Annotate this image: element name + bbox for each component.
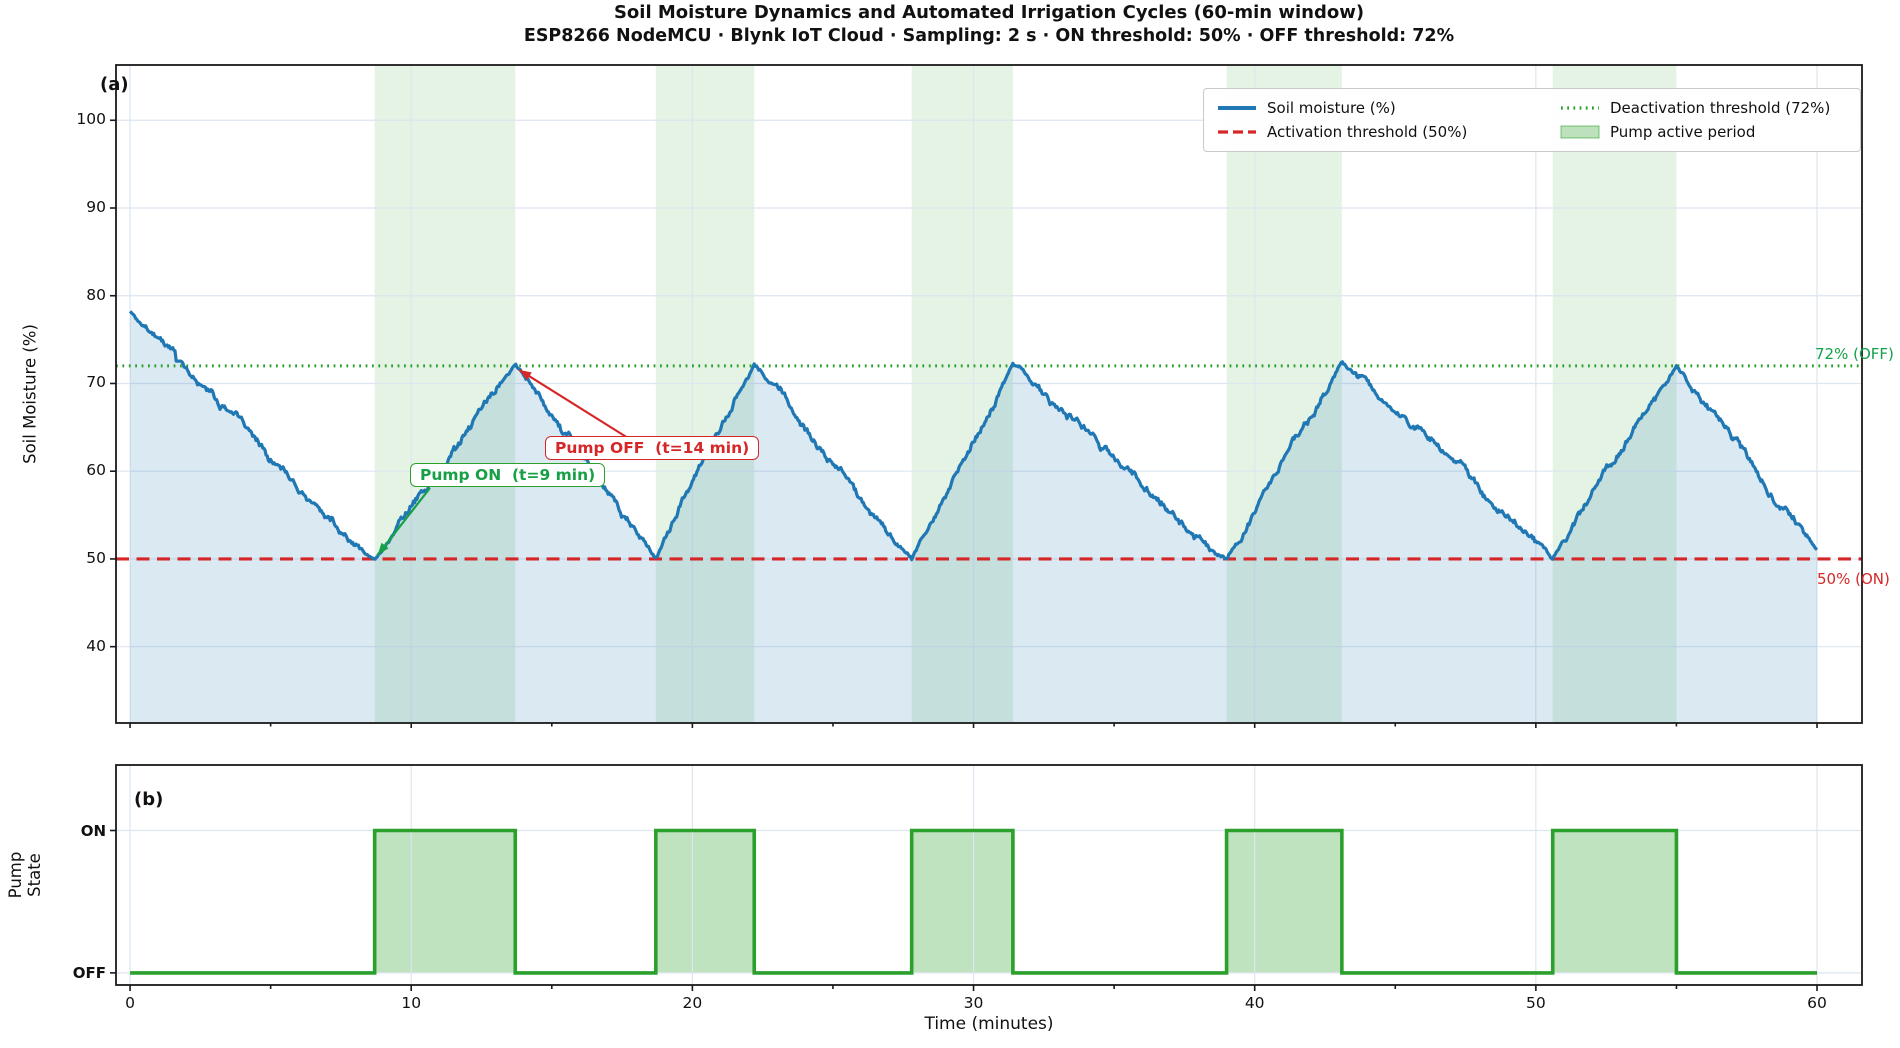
annotation-arrowhead [377, 542, 389, 555]
legend-label: Deactivation threshold (72%) [1610, 99, 1831, 117]
annotation-pump-on: Pump ON (t=9 min) [410, 463, 606, 487]
x-tick-label: 10 [401, 994, 422, 1012]
chart-subtitle: ESP8266 NodeMCU · Blynk IoT Cloud · Samp… [523, 26, 1455, 46]
x-axis-label: Time (minutes) [924, 1014, 1054, 1034]
pump-on-fill [911, 830, 1013, 973]
y-tick-label: 60 [86, 461, 106, 480]
pump-active-band [1552, 65, 1677, 723]
pump-state-line [130, 828, 1818, 975]
pump-active-band [911, 65, 1013, 723]
legend-label: Soil moisture (%) [1267, 99, 1396, 117]
y-tick-label: 100 [76, 110, 106, 129]
legend-swatch-patch-green [1560, 125, 1600, 139]
y-tick-label: 90 [86, 198, 106, 216]
panel-b-spines [115, 764, 1863, 986]
legend-label: Activation threshold (50%) [1267, 123, 1468, 141]
pump-on-fill [655, 830, 755, 973]
panel-b-y-axis-label-line2: State [25, 853, 44, 897]
legend-label: Pump active period [1610, 123, 1756, 141]
legend-item: Deactivation threshold (72%) [1559, 99, 1848, 117]
pump-on-tick-label: ON [80, 821, 106, 840]
pump-on-fill [1226, 830, 1342, 973]
legend-item: Soil moisture (%) [1216, 99, 1559, 117]
pump-off-tick-label: OFF [72, 963, 106, 982]
panel-a-y-axis-label: Soil Moisture (%) [20, 324, 40, 464]
legend-swatch-dotted-green [1561, 106, 1599, 110]
y-tick-label: 80 [86, 285, 106, 304]
panel-a-spines [115, 64, 1863, 724]
panel-a-letter: (a) [100, 74, 129, 95]
legend: Soil moisture (%) Activation threshold (5… [1203, 88, 1861, 152]
activation-threshold-label: 50% (ON) [1817, 570, 1890, 588]
y-tick-label: 50 [86, 548, 106, 567]
x-tick-label: 60 [1807, 994, 1827, 1012]
x-tick-label: 40 [1244, 994, 1265, 1012]
soil-moisture-line [128, 310, 1819, 562]
swatch-patch [1560, 125, 1600, 139]
annotation-pump-off: Pump OFF (t=14 min) [545, 436, 760, 460]
y-tick-label: 40 [86, 636, 106, 655]
annotation-arrow [376, 487, 431, 556]
legend-swatch-dashed-red [1218, 130, 1256, 134]
annotation-arrow [518, 368, 629, 439]
pump-on-fill [374, 830, 516, 973]
pump-on-fill [1552, 830, 1677, 973]
chart-title: Soil Moisture Dynamics and Automated Irr… [613, 2, 1365, 23]
x-tick-label: 0 [125, 994, 135, 1012]
x-tick-label: 20 [682, 994, 703, 1012]
legend-item: Pump active period [1559, 123, 1848, 141]
panel-b-letter: (b) [134, 789, 164, 810]
deactivation-threshold-label: 72% (OFF) [1815, 345, 1894, 363]
y-tick-label: 70 [86, 373, 106, 392]
annotation-arrowhead [519, 369, 532, 381]
panel-b-y-axis-label: Pump State [6, 851, 45, 899]
x-tick-label: 50 [1525, 994, 1546, 1012]
panel-b-y-axis-label-line1: Pump [6, 851, 26, 899]
legend-swatch-solid-blue [1218, 106, 1256, 110]
legend-item: Activation threshold (50%) [1216, 123, 1559, 141]
x-tick-label: 30 [963, 994, 984, 1012]
